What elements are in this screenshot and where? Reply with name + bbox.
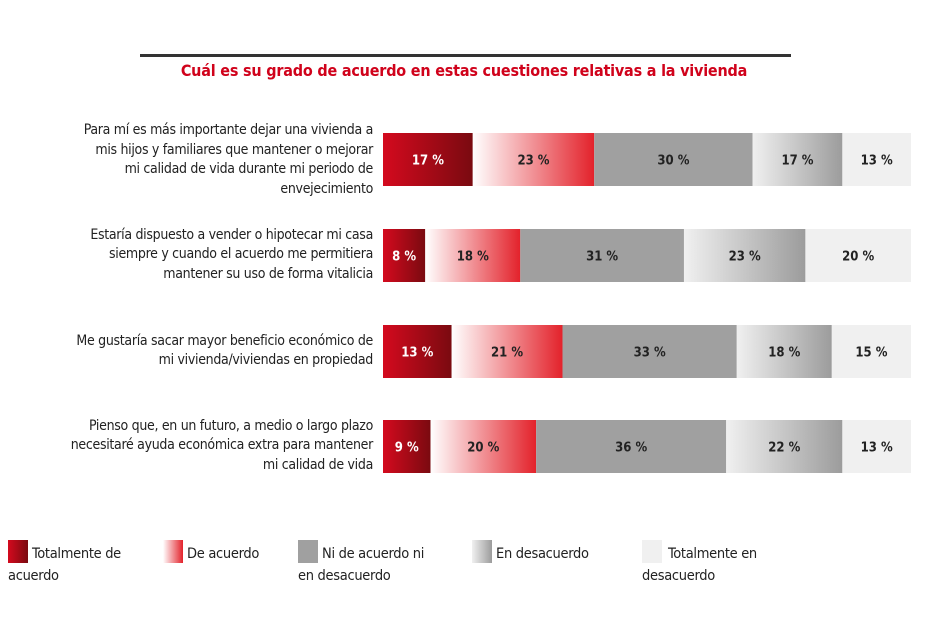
bar-segment <box>805 229 911 282</box>
bar-segment <box>536 420 727 473</box>
legend-swatch <box>642 540 662 563</box>
chart-title: Cuál es su grado de acuerdo en estas cue… <box>180 61 748 80</box>
legend-label: Totalmente en <box>668 546 757 562</box>
data-label: 18 % <box>457 250 489 265</box>
bar-segment <box>842 133 911 186</box>
data-label: 13 % <box>401 346 433 361</box>
category-label-line: mantener su uso de forma vitalicia <box>163 265 373 282</box>
bar-segment <box>736 325 832 378</box>
legend-swatch <box>472 540 492 563</box>
bar-segment <box>425 229 521 282</box>
data-label: 17 % <box>412 154 444 169</box>
legend-label: en desacuerdo <box>298 568 391 584</box>
data-label: 15 % <box>855 346 887 361</box>
data-label: 33 % <box>634 346 666 361</box>
bar-segment <box>383 133 473 186</box>
bar-segment <box>594 133 753 186</box>
category-label: Pienso que, en un futuro, a medio o larg… <box>0 417 374 476</box>
bar-segment <box>430 420 537 473</box>
data-label: 23 % <box>517 154 549 169</box>
legend-swatch <box>298 540 318 563</box>
legend-swatch <box>8 540 28 563</box>
data-label: 30 % <box>657 154 689 169</box>
category-label-line: envejecimiento <box>280 180 373 197</box>
category-label: Me gustaría sacar mayor beneficio económ… <box>0 332 373 371</box>
category-label-line: mi calidad de vida durante mi periodo de <box>124 161 374 177</box>
data-label: 36 % <box>615 441 647 456</box>
category-label-line: mi calidad de vida <box>262 456 373 473</box>
legend-swatch <box>163 540 183 563</box>
data-label: 20 % <box>467 441 499 456</box>
bar-segment <box>683 229 806 282</box>
bar-segment <box>842 420 911 473</box>
title-rule <box>140 54 791 57</box>
bar-segment <box>831 325 911 378</box>
data-label: 20 % <box>842 250 874 265</box>
bar-segment <box>520 229 684 282</box>
data-label: 22 % <box>768 441 800 456</box>
category-label-line: Pienso que, en un futuro, a medio o larg… <box>88 417 373 434</box>
bar-segment <box>383 229 426 282</box>
category-label-line: mi vivienda/viviendas en propiedad <box>158 352 374 368</box>
bar-segment <box>383 325 452 378</box>
legend-label: acuerdo <box>8 568 59 584</box>
category-label-line: mis hijos y familiares que mantener o me… <box>95 141 373 158</box>
data-label: 9 % <box>395 441 419 456</box>
legend-label: Totalmente de <box>32 546 121 562</box>
data-label: 8 % <box>392 250 416 265</box>
category-label: Estaría dispuesto a vender o hipotecar m… <box>0 226 373 285</box>
category-label-line: Me gustaría sacar mayor beneficio económ… <box>76 332 373 349</box>
legend-label: En desacuerdo <box>496 546 589 562</box>
data-label: 18 % <box>768 346 800 361</box>
bar-segment <box>752 133 843 186</box>
bar-segment <box>726 420 843 473</box>
legend-label: Ni de acuerdo ni <box>322 546 425 562</box>
bar-segment <box>562 325 737 378</box>
data-label: 21 % <box>491 346 523 361</box>
data-label: 31 % <box>586 250 618 265</box>
category-label-line: siempre y cuando el acuerdo me permitier… <box>109 246 373 263</box>
category-label-line: Para mí es más importante dejar una vivi… <box>83 122 374 138</box>
bar-segment <box>472 133 595 186</box>
category-label-line: Estaría dispuesto a vender o hipotecar m… <box>90 226 373 243</box>
category-label: Para mí es más importante dejar una vivi… <box>0 121 374 199</box>
data-label: 23 % <box>729 250 761 265</box>
legend-label: De acuerdo <box>187 546 260 562</box>
data-label: 17 % <box>781 154 813 169</box>
bar-segment <box>383 420 431 473</box>
bar-segment <box>451 325 563 378</box>
data-label: 13 % <box>861 154 893 169</box>
category-label-line: necesitaré ayuda económica extra para ma… <box>70 437 374 454</box>
legend-label: desacuerdo <box>642 568 715 584</box>
data-label: 13 % <box>861 441 893 456</box>
